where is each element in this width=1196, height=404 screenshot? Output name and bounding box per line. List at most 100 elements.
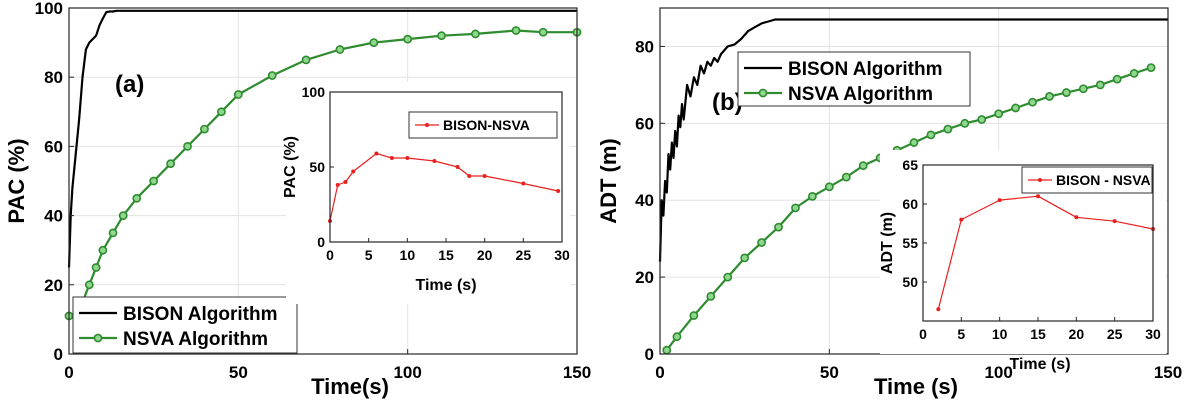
data-point: [335, 45, 345, 54]
series-line-bison-algorithm: [67, 9, 577, 268]
inset-y-axis-label: PAC (%): [282, 136, 299, 198]
data-point: [267, 71, 277, 80]
data-point: [1028, 97, 1037, 107]
data-point: [108, 228, 118, 238]
data-point: [1011, 103, 1020, 113]
x-tick-label: 0: [655, 363, 664, 382]
inset-x-tick-label: 30: [554, 247, 570, 263]
inset-x-tick-label: 10: [400, 247, 416, 263]
data-point: [351, 169, 356, 174]
inset-x-tick-label: 5: [957, 326, 965, 342]
y-tick-label: 40: [44, 207, 63, 226]
legend-marker: [93, 333, 103, 343]
data-point: [403, 34, 413, 44]
data-point: [994, 109, 1004, 119]
data-point: [511, 26, 521, 35]
data-point: [791, 203, 800, 213]
data-point: [343, 180, 348, 184]
data-point: [132, 193, 142, 203]
data-point: [997, 198, 1002, 203]
data-point: [740, 253, 750, 263]
data-point: [926, 130, 936, 140]
inset-x-tick-label: 30: [1145, 326, 1161, 342]
y-tick-label: 0: [645, 345, 654, 364]
data-point: [538, 27, 548, 37]
inset-y-tick-label: 0: [317, 234, 325, 250]
inset-y-tick-label: 65: [902, 157, 918, 173]
data-point: [689, 311, 699, 320]
y-tick-label: 0: [54, 345, 63, 364]
inset-x-axis-label: Time (s): [1009, 356, 1070, 373]
data-point: [374, 151, 379, 156]
inset-legend-marker: [425, 123, 429, 127]
inset-y-tick-label: 100: [302, 84, 326, 100]
data-point: [1146, 63, 1156, 72]
data-point: [808, 191, 817, 201]
y-axis-label: PAC (%): [4, 138, 29, 223]
data-point: [757, 238, 766, 247]
x-tick-label: 150: [1154, 363, 1182, 382]
x-tick-label: 50: [229, 363, 248, 382]
inset-x-axis-label: Time (s): [415, 277, 476, 294]
y-tick-label: 20: [635, 268, 654, 287]
data-point: [1112, 74, 1122, 84]
inset-legend-marker: [1038, 178, 1042, 182]
data-point: [437, 31, 446, 41]
data-point: [233, 90, 243, 99]
data-point: [1129, 68, 1139, 78]
data-point: [118, 211, 128, 220]
data-point: [959, 217, 964, 222]
inset-x-tick-label: 5: [365, 247, 373, 263]
legend-label: NSVA Algorithm: [123, 329, 268, 350]
data-point: [521, 181, 526, 186]
data-point: [943, 124, 953, 134]
data-point: [1112, 219, 1117, 224]
data-point: [672, 332, 682, 342]
series-line-bison-algorithm: [658, 18, 1168, 262]
y-tick-label: 60: [44, 137, 63, 156]
data-point: [467, 174, 472, 178]
x-axis-label: Time(s): [311, 374, 389, 399]
x-tick-label: 100: [984, 363, 1012, 382]
inset-legend-label: BISON-NSVA: [443, 117, 530, 133]
data-point: [91, 263, 101, 272]
data-point: [662, 345, 672, 355]
inset-x-tick-label: 10: [992, 326, 1008, 342]
y-tick-label: 40: [635, 191, 654, 210]
inset-y-tick-label: 50: [902, 274, 918, 290]
panel-label: (a): [115, 71, 144, 98]
inset-y-tick-label: 50: [309, 159, 325, 175]
y-tick-label: 20: [44, 276, 63, 295]
data-point: [149, 176, 159, 186]
legend-label: BISON Algorithm: [788, 59, 942, 80]
data-point: [301, 55, 311, 65]
data-point: [455, 165, 460, 169]
inset-y-tick-label: 60: [902, 196, 918, 212]
x-axis-label: Time (s): [874, 374, 958, 399]
x-tick-label: 100: [393, 363, 421, 382]
inset-x-tick-label: 0: [919, 326, 927, 342]
data-point: [98, 245, 108, 255]
y-tick-label: 80: [635, 37, 654, 56]
x-tick-label: 150: [563, 363, 591, 382]
y-tick-label: 60: [635, 114, 654, 133]
inset-x-tick-label: 25: [516, 247, 532, 263]
data-point: [183, 141, 192, 151]
inset-legend-label: BISON - NSVA: [1056, 172, 1151, 188]
data-point: [335, 183, 340, 187]
data-point: [1095, 80, 1105, 90]
data-point: [1078, 84, 1088, 94]
data-point: [405, 156, 410, 160]
plot-frame: [68, 7, 578, 355]
data-point: [200, 124, 209, 134]
legend-label: BISON Algorithm: [123, 304, 277, 325]
data-point: [858, 161, 868, 171]
inset-x-tick-label: 20: [477, 247, 493, 263]
legend-box: [737, 51, 971, 107]
inset-x-tick-label: 15: [1030, 326, 1046, 342]
data-point: [556, 189, 561, 193]
x-tick-label: 0: [64, 363, 73, 382]
